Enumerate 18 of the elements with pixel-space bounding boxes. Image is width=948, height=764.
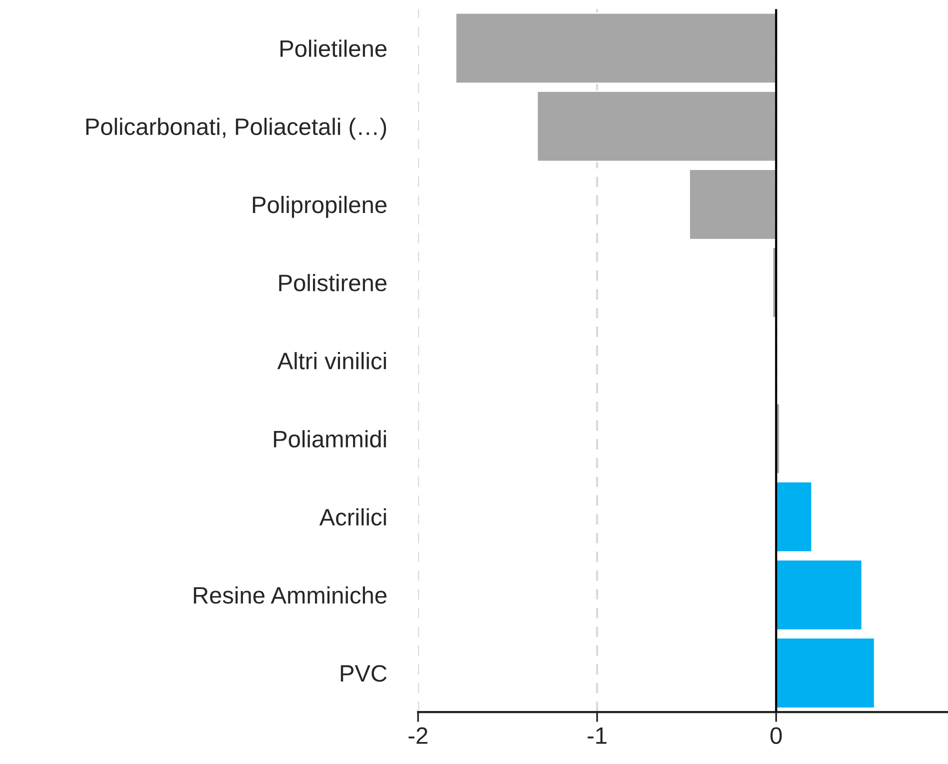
y-tick-label: Policarbonati, Poliacetali (…) bbox=[86, 118, 386, 140]
bar bbox=[536, 90, 777, 162]
y-tick-label: Acrilici bbox=[319, 508, 386, 526]
y-tick-label: Resine Amminiche bbox=[194, 586, 386, 604]
bar bbox=[775, 559, 863, 631]
y-tick-label: Polipropilene bbox=[252, 196, 386, 218]
y-tick-label: PVC bbox=[340, 665, 387, 682]
bar bbox=[775, 637, 876, 709]
x-tick-label: -2 bbox=[408, 727, 428, 744]
y-tick-label: Polistirene bbox=[279, 274, 386, 292]
x-tick-label: 0 bbox=[770, 727, 782, 744]
bar bbox=[775, 480, 813, 553]
y-tick-label: Poliammidi bbox=[274, 430, 386, 448]
y-tick-label: Altri vinilici bbox=[277, 352, 386, 370]
y-tick-label: Polietilene bbox=[280, 40, 386, 58]
x-tick-label: -1 bbox=[588, 728, 606, 744]
bar bbox=[688, 168, 777, 240]
bar bbox=[454, 12, 777, 84]
